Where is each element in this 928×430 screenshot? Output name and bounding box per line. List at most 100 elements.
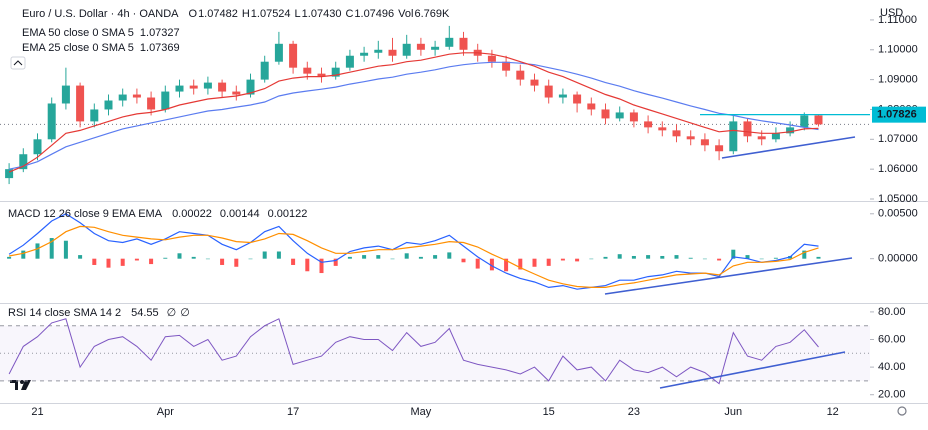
ema-line [8,61,819,170]
legend-value: 54.55 [131,307,159,319]
histogram-bar [305,258,310,272]
histogram-bar [674,255,679,259]
collapse-button[interactable] [10,56,26,70]
candle-body [232,91,241,95]
histogram-bar [347,256,352,259]
histogram-bar [575,258,580,262]
candle-body [76,85,85,122]
indicator-title: RSI 14 close SMA 14 2 [8,307,121,319]
y-tick-label: 1.09000 [878,74,918,86]
histogram-bar [816,256,821,259]
legend-value: 0.00122 [268,208,308,220]
y-tick-label: 60.00 [878,333,906,345]
x-tick-label: Apr [157,406,174,418]
histogram-bar [631,255,636,259]
macd-line [8,225,819,288]
candle-body [516,70,525,80]
x-tick-label: 17 [287,406,299,418]
histogram-bar [319,258,324,274]
ohlc-key: L [295,8,301,20]
x-tick-label: 23 [628,406,640,418]
currency-label: USD [880,7,903,19]
y-tick-label: 80.00 [878,306,906,318]
candle-body [771,133,780,140]
ohlc-value: 6.769K [414,8,450,20]
histogram-bar [220,258,225,265]
candle-body [61,85,70,104]
candle-body [360,52,369,56]
candle-body [303,67,312,74]
histogram-bar [717,258,722,261]
histogram-bar [35,243,40,259]
histogram-bar [205,258,210,260]
candle-body [416,43,425,50]
candle-body [459,37,468,50]
candle-body [345,55,354,68]
candle-body [629,112,638,122]
candle-body [5,169,14,179]
candle-body [189,85,198,89]
candle-body [800,115,809,128]
candle-body [743,121,752,137]
legend-value: 1.07369 [140,42,180,54]
histogram-bar [134,258,139,261]
histogram-bar [646,255,651,259]
candle-body [502,61,511,71]
candle-body [431,46,440,50]
y-tick-label: 1.11000 [878,14,917,26]
candle-body [544,85,553,98]
histogram-bar [773,257,778,259]
histogram-bar [333,258,338,266]
histogram-bar [504,258,509,272]
candle-body [729,121,738,152]
candle-body [289,43,298,68]
histogram-bar [702,258,707,260]
price-label-box [872,106,926,123]
candle-body [331,67,340,77]
histogram-bar [461,258,466,263]
histogram-bar [802,250,807,259]
histogram-bar [362,255,367,259]
candle-body [132,94,141,98]
price-label: 1.07826 [877,109,917,121]
settings-icon[interactable] [897,406,907,416]
histogram-bar [63,240,68,259]
histogram-bar [49,238,54,259]
histogram-bar [546,258,551,266]
x-tick-label: Jun [724,406,742,418]
y-tick-label: 1.05000 [878,193,918,205]
y-tick-label: 1.06000 [878,163,918,175]
legend-value: 0.00022 [172,208,212,220]
collapse-icon [13,60,23,66]
x-tick-label: 15 [543,406,555,418]
trend-line [604,257,853,295]
indicator-title: MACD 12 26 close 9 EMA EMA [8,208,163,220]
histogram-bar [433,255,438,259]
y-tick-label: 0.00500 [878,208,918,220]
candle-body [246,79,255,95]
candle-body [672,130,681,137]
y-tick-label: 0.00000 [878,253,918,265]
candle-body [19,154,28,170]
histogram-bar [21,250,26,259]
histogram-bar [489,258,494,271]
legend-value: 1.07327 [140,27,180,39]
histogram-bar [560,258,565,261]
histogram-bar [163,257,168,259]
histogram-bar [92,258,97,265]
ema-line [8,52,819,173]
histogram-bar [688,257,693,259]
y-tick-label: 20.00 [878,389,906,401]
candle-body [615,112,624,119]
legend-name: EMA 25 close 0 SMA 5 [22,42,134,54]
legend-value: 0.00144 [220,208,260,220]
x-tick-label: 12 [827,406,839,418]
candle-body [33,139,42,155]
candle-body [147,97,156,110]
candle-body [118,94,127,101]
histogram-bar [759,258,764,260]
candle-body [530,79,539,86]
legend-value: ∅ [167,307,177,319]
